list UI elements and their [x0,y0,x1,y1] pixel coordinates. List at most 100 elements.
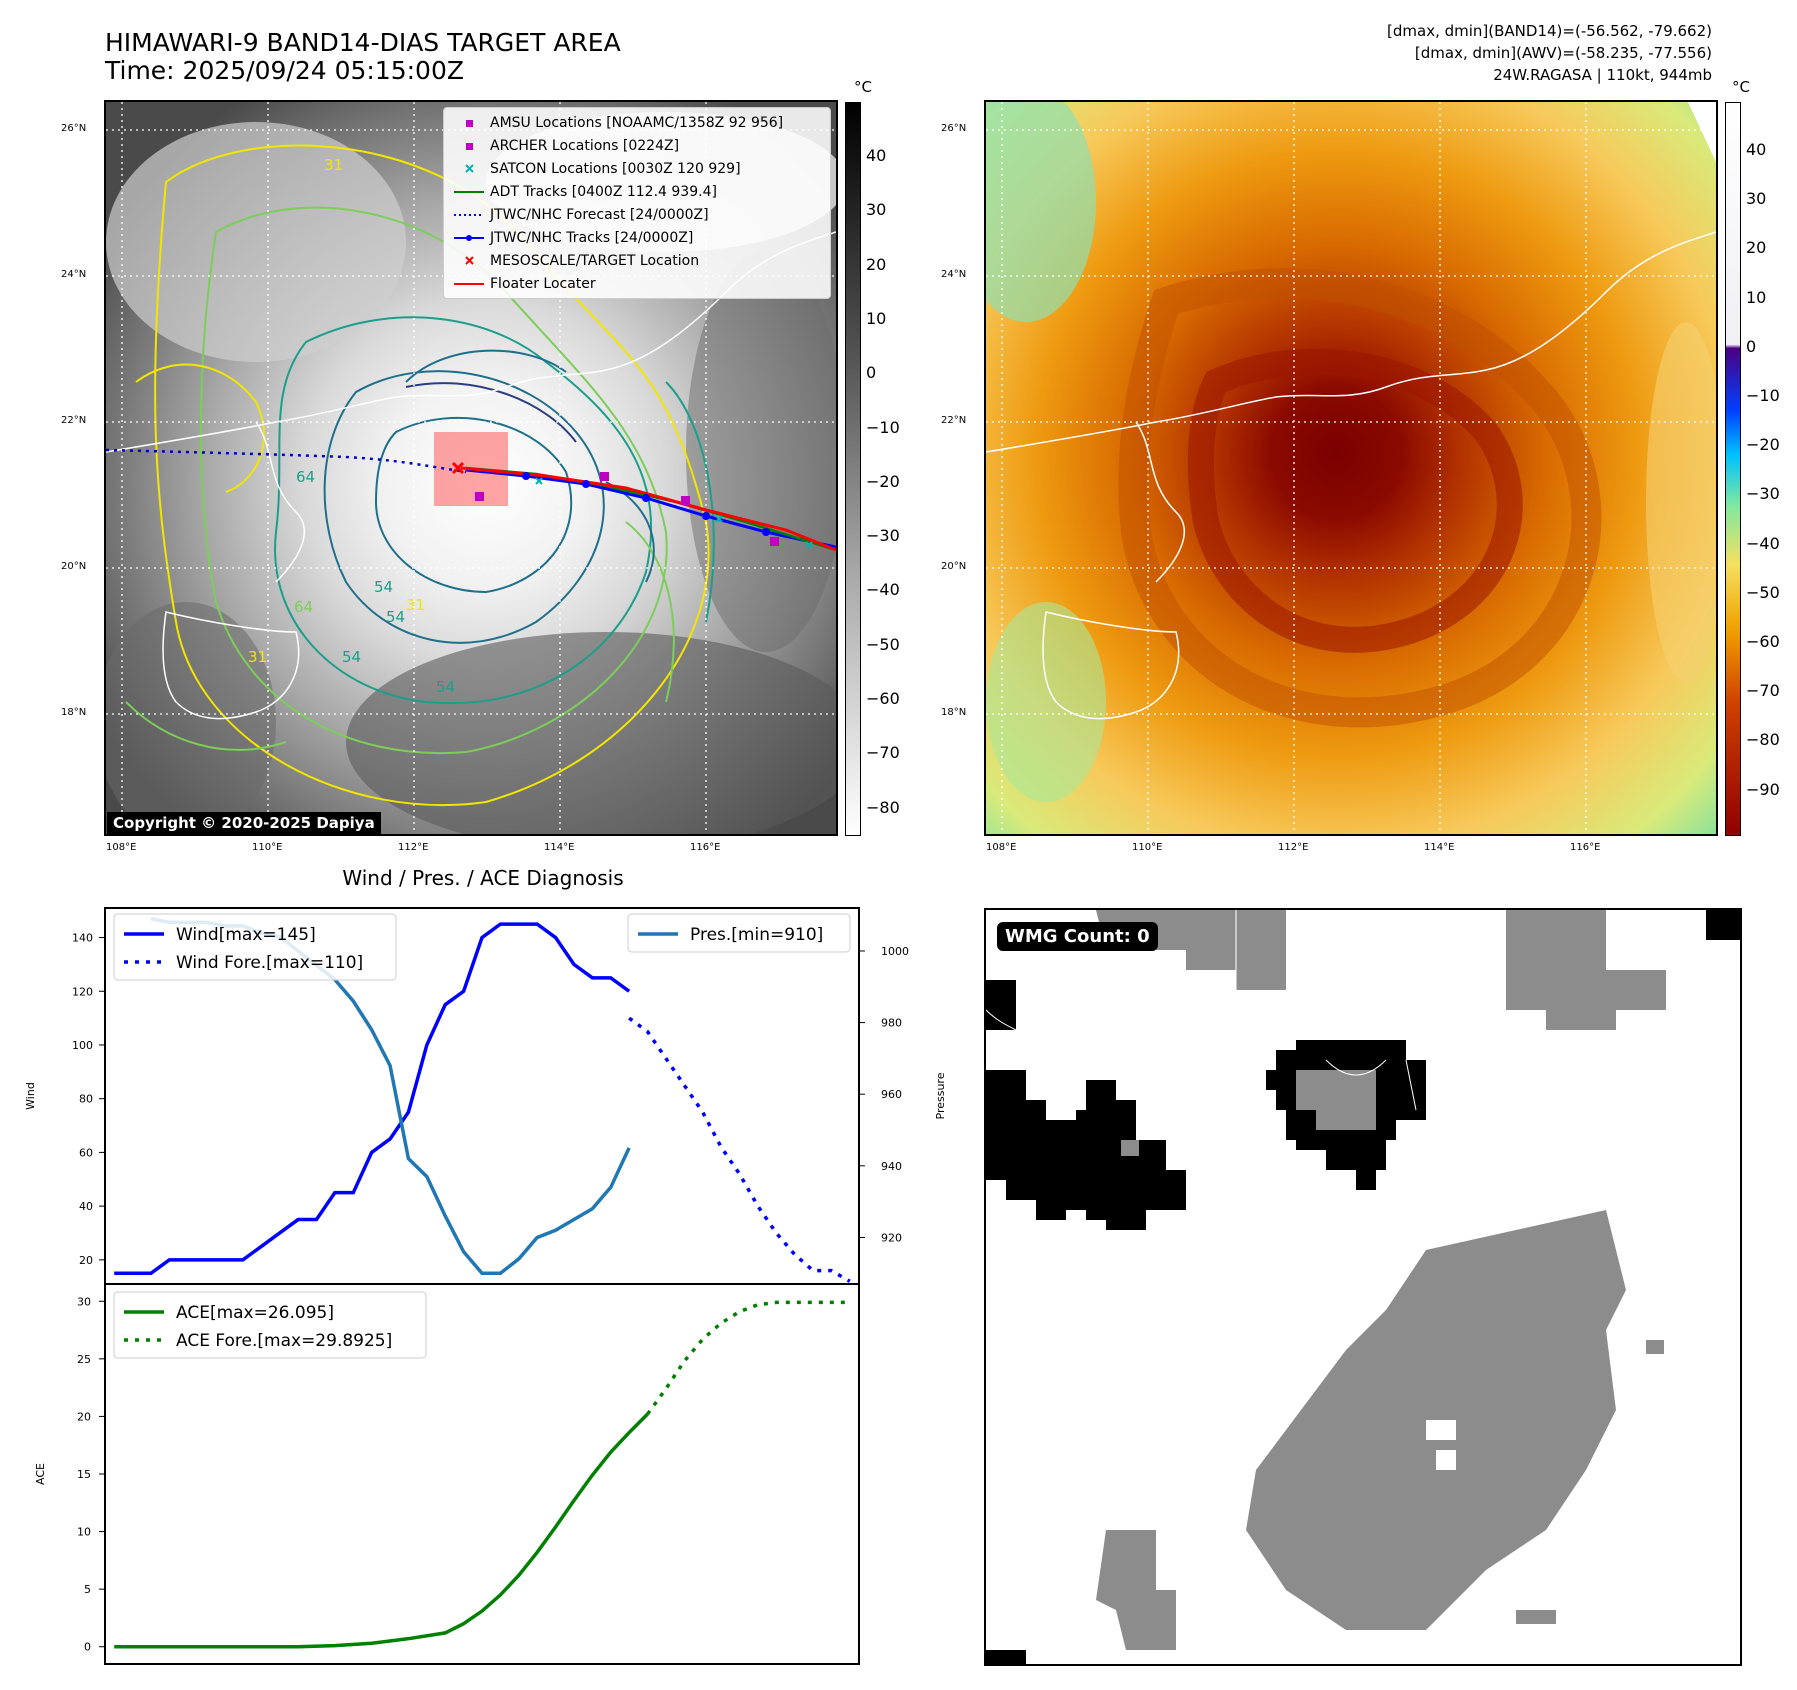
colorbar-tick-label: 40 [866,146,887,165]
contour-label: 54 [342,648,361,666]
storm-summary: 24W.RAGASA | 110kt, 944mb [1493,66,1712,84]
lon-tick-label: 108°E [986,842,1017,853]
figure-title: HIMAWARI-9 BAND14-DIAS TARGET AREA [105,28,621,57]
wmg-mask-image [986,910,1740,1664]
lat-tick-label: 26°N [941,123,967,134]
colorbar-tick-label: 10 [1746,287,1767,307]
figure-time: Time: 2025/09/24 05:15:00Z [105,56,464,85]
ace-y-tick-label: 0 [84,1641,91,1654]
colorbar-tick-label: −50 [866,634,900,654]
diagnosis-chart: 20 40 60 80 100 120 140 920 940 960 980 1000 0 5 10 15 2… [24,907,947,1665]
colorbar-tick-label: −40 [1746,533,1780,553]
colorbar-tick-label: −10 [866,417,900,437]
contour-label: 31 [248,648,267,666]
y-right-tick-label: 920 [881,1231,902,1244]
lon-tick-label: 116°E [1570,842,1601,853]
colorbar-tick-label: −30 [1746,484,1780,504]
contour-label: 31 [406,596,425,614]
legend-label: ACE[max=26.095] [176,1303,334,1323]
ace-y-tick-label: 25 [77,1353,91,1366]
y-tick-label: 20 [79,1254,93,1267]
y-tick-label: 100 [72,1039,93,1052]
ace-axis-label: ACE [34,1463,47,1485]
colorbar-tick-label: 20 [1746,238,1767,258]
lon-tick-label: 110°E [252,842,283,853]
ace-y-tick-label: 20 [77,1410,91,1423]
series-line-wind-max----- [114,922,631,1276]
colorbar-tick-label: −80 [1746,730,1780,750]
colorbar-tick-label: 20 [866,254,887,274]
ir-legend: AMSU Locations [NOAAMC/1358Z 92 956] ARC… [443,107,831,299]
colorbar-tick-label: −80 [866,797,900,817]
ace-y-tick-label: 5 [84,1583,91,1596]
lat-tick-label: 20°N [941,561,967,572]
y-right-tick-label: 1000 [881,945,909,958]
colorbar-tick-label: −40 [866,580,900,600]
ace-y-tick-label: 10 [77,1526,91,1539]
lat-tick-label: 22°N [941,415,967,426]
colorbar-tick-label: −60 [866,689,900,708]
contour-label: 54 [436,678,455,696]
ace-y-tick-label: 30 [77,1295,91,1308]
lat-tick-label: 26°N [61,123,87,134]
lon-tick-label: 116°E [690,842,721,853]
legend-label: ACE Fore.[max=29.8925] [176,1331,392,1351]
wmg-mask-panel [984,908,1742,1666]
lon-tick-label: 112°E [1278,842,1309,853]
colorbar-tick-label: −30 [866,526,900,546]
awv-colorbar [1725,102,1741,836]
lon-tick-label: 114°E [544,842,575,853]
ir-colorbar-unit: °C [854,78,872,96]
colorbar-tick-label: 0 [866,363,877,383]
colorbar-tick-label: 30 [866,200,887,220]
colorbar-tick-label: 40 [1746,140,1767,159]
floater-track [460,466,836,552]
y-right-tick-label: 940 [881,1160,902,1173]
colorbar-tick-label: −70 [1746,681,1780,701]
wmg-count-badge: WMG Count: 0 [997,922,1158,951]
band14-range: [dmax, dmin](BAND14)=(-56.562, -79.662) [1387,22,1712,40]
series-line-ace-max-------- [114,1412,649,1649]
lon-tick-label: 110°E [1132,842,1163,853]
wind-axis-label: Wind [24,1082,37,1110]
series-line-ace-fore--max--------- [646,1300,850,1416]
lat-tick-label: 22°N [61,415,87,426]
mesoscale-target-x [451,461,465,475]
ace-y-tick-label: 15 [77,1468,91,1481]
diagnosis-title: Wind / Pres. / ACE Diagnosis [342,866,624,890]
pressure-axis-label: Pressure [934,1072,947,1119]
copyright-label: Copyright © 2020-2025 Dapiya [107,812,381,834]
awv-range: [dmax, dmin](AWV)=(-58.235, -77.556) [1414,44,1712,62]
lat-tick-label: 24°N [941,269,967,280]
y-right-tick-label: 980 [881,1017,902,1030]
awv-map-panel [984,100,1718,836]
y-tick-label: 80 [79,1093,93,1106]
y-tick-label: 60 [79,1146,93,1159]
colorbar-tick-label: −20 [866,471,900,491]
awv-map-image [986,102,1716,834]
colorbar-tick-label: −70 [866,743,900,763]
colorbar-tick-label: 0 [1746,336,1757,356]
legend-box [627,913,851,953]
lat-tick-label: 18°N [941,707,967,718]
colorbar-tick-label: −10 [1746,386,1780,405]
contour-label: 64 [296,468,315,486]
legend-label: Wind Fore.[max=110] [176,953,363,973]
contour-label: 64 [294,598,313,616]
contour-label: 31 [324,156,343,174]
legend-box [113,1291,427,1359]
colorbar-tick-label: −20 [1746,435,1780,455]
colorbar-tick-label: 30 [1746,189,1767,209]
y-right-tick-label: 960 [881,1088,902,1101]
contour-label: 54 [386,608,405,626]
colorbar-tick-label: −50 [1746,582,1780,602]
lon-tick-label: 108°E [106,842,137,853]
lat-tick-label: 24°N [61,269,87,280]
colorbar-tick-label: 10 [866,308,887,328]
legend-label: Pres.[min=910] [690,925,823,945]
lat-tick-label: 18°N [61,707,87,718]
colorbar-tick-label: −90 [1746,779,1780,799]
series-line-wind-fore--max----- [628,1016,851,1283]
lon-tick-label: 112°E [398,842,429,853]
legend-box [113,913,397,981]
